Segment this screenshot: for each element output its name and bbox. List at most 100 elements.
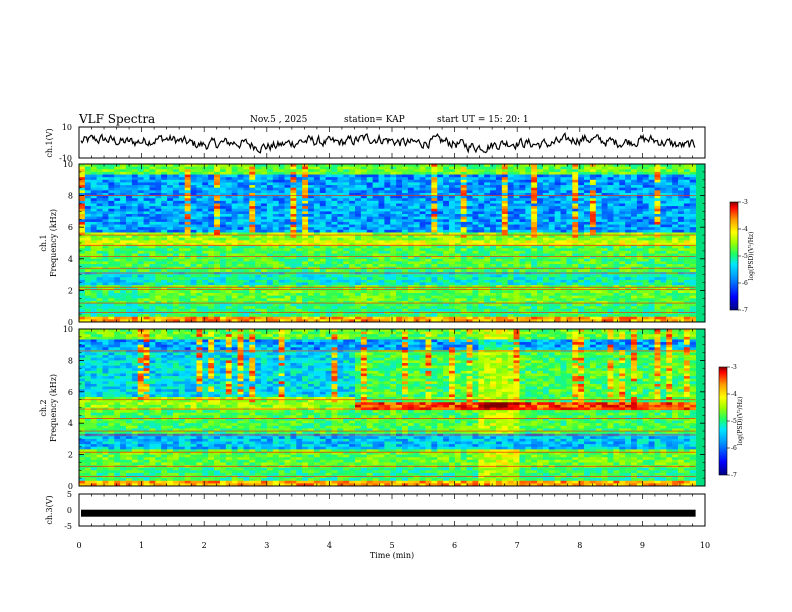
spectrogram-cell — [554, 264, 561, 268]
spectrogram-cell — [243, 169, 250, 173]
spectrogram-cell — [648, 216, 655, 220]
spectrogram-cell — [484, 279, 491, 283]
spectrogram-cell — [79, 285, 86, 289]
spectrogram-cell — [519, 179, 526, 183]
spectrogram-cell — [384, 256, 391, 260]
spectrogram-cell — [642, 174, 649, 178]
spectrogram-cell — [202, 179, 209, 183]
spectrogram-cell — [407, 240, 415, 244]
spectrogram-cell — [360, 224, 368, 228]
spectrogram-cell — [578, 174, 585, 178]
spectrogram-cell — [419, 164, 426, 167]
spectrogram-cell — [125, 216, 133, 220]
spectrogram-cell — [578, 264, 585, 268]
spectrogram-cell — [431, 248, 438, 252]
spectrogram-cell — [683, 166, 691, 170]
spectrogram-cell — [108, 269, 115, 273]
spectrogram-cell — [178, 224, 186, 228]
spectrogram-cell — [96, 203, 103, 207]
spectrogram-cell — [137, 258, 144, 262]
spectrogram-cell — [625, 261, 632, 265]
spectrogram-cell — [401, 235, 409, 239]
spectrogram-cell — [261, 277, 268, 281]
spectrogram-cell — [237, 261, 244, 265]
spectrogram-cell — [360, 237, 368, 241]
spectrogram-cell — [337, 219, 344, 223]
spectrogram-cell — [501, 224, 509, 228]
spectrogram-cell — [607, 282, 614, 286]
spectrogram-cell — [454, 237, 462, 241]
spectrogram-cell — [272, 221, 280, 225]
spectrogram-cell — [531, 174, 538, 178]
spectrogram-cell — [102, 248, 109, 252]
spectrogram-cell — [566, 274, 573, 278]
spectrogram-cell — [102, 206, 109, 210]
spectrogram-cell — [266, 221, 274, 225]
spectrogram-cell — [349, 190, 356, 194]
spectrogram-cell — [178, 250, 186, 254]
spectrogram-cell — [214, 282, 221, 286]
spectrogram-cell — [337, 214, 344, 218]
spectrogram-cell — [237, 187, 244, 191]
spectrogram-cell — [390, 232, 397, 236]
spectrogram-cell — [490, 274, 497, 278]
spectrogram-cell — [584, 208, 591, 212]
spectrogram-cell — [190, 187, 197, 191]
spectrogram-cell — [595, 169, 602, 173]
spectrogram-cell — [114, 166, 121, 170]
spectrogram-cell — [677, 174, 685, 178]
spectrogram-cell — [372, 269, 379, 273]
spectrogram-cell — [84, 227, 92, 231]
spectrogram-cell — [425, 200, 432, 204]
spectrogram-cell — [396, 164, 403, 167]
spectrogram-cell — [296, 282, 303, 286]
spectrogram-cell — [355, 192, 362, 196]
spectrogram-cell — [231, 221, 238, 225]
spectrogram-cell — [413, 192, 420, 196]
spectrogram-cell — [237, 200, 244, 204]
spectrogram-cell — [642, 237, 649, 241]
spectrogram-cell — [566, 208, 573, 212]
spectrogram-cell — [319, 214, 326, 218]
spectrogram-cell — [255, 200, 262, 204]
spectrogram-cell — [636, 232, 644, 236]
spectrogram-cell — [448, 243, 456, 246]
spectrogram-cell — [249, 232, 256, 236]
spectrogram-cell — [396, 206, 403, 210]
spectrogram-cell — [619, 258, 626, 262]
spectrogram-cell — [90, 235, 97, 239]
spectrogram-cell — [208, 277, 215, 281]
spectrogram-cell — [560, 256, 567, 260]
spectrogram-cell — [648, 269, 655, 273]
spectrogram-cell — [349, 216, 356, 220]
spectrogram-cell — [84, 243, 92, 246]
spectrogram-cell — [149, 250, 156, 254]
spectrogram-cell — [284, 164, 291, 167]
spectrogram-cell — [607, 211, 614, 215]
spectrogram-cell — [161, 256, 168, 260]
spectrogram-cell — [84, 237, 92, 241]
spectrogram-cell — [102, 216, 109, 220]
spectrogram-cell — [495, 166, 503, 170]
spectrogram-cell — [284, 256, 291, 260]
spectrogram-cell — [683, 256, 691, 260]
spectrogram-cell — [155, 190, 162, 194]
spectrogram-cell — [390, 277, 397, 281]
spectrogram-cell — [190, 250, 197, 254]
spectrogram-cell — [243, 185, 250, 189]
spectrogram-cell — [437, 216, 444, 220]
spectrogram-cell — [566, 190, 573, 194]
spectrogram-cell — [537, 219, 544, 223]
spectrogram-cell — [501, 169, 509, 173]
spectrogram-cell — [683, 190, 691, 194]
spectrogram-cell — [172, 253, 180, 257]
spectrogram-cell — [225, 253, 233, 257]
spectrogram-cell — [413, 182, 420, 186]
spectrogram-cell — [378, 245, 385, 249]
spectrogram-cell — [607, 264, 614, 268]
spectrogram-cell — [219, 240, 227, 244]
spectrogram-cell — [149, 185, 156, 189]
spectrogram-cell — [184, 214, 191, 218]
spectrogram-cell — [131, 192, 139, 196]
spectrogram-cell — [261, 203, 268, 207]
